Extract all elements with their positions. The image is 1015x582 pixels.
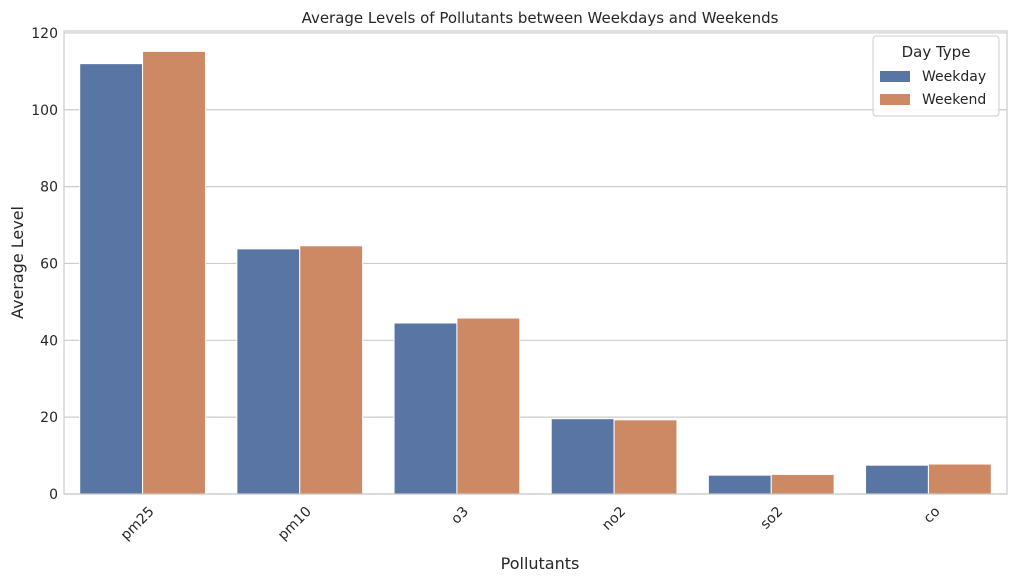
bar-weekday-pm25: [79, 63, 144, 495]
bar-weekday-so2: [707, 474, 772, 495]
bar-weekend-so2: [770, 473, 835, 495]
y-tick-label: 40: [40, 333, 58, 349]
plot-frame: [63, 30, 1008, 495]
legend-title: Day Type: [902, 43, 971, 61]
y-axis-ticks: 0 20 40 60 80 100 120: [31, 26, 58, 503]
y-tick-label: 0: [49, 487, 58, 503]
x-axis-label: Pollutants: [501, 554, 580, 573]
gridlines: [64, 32, 1007, 495]
y-tick-label: 80: [40, 180, 58, 196]
y-tick-label: 120: [31, 26, 58, 42]
bar-weekday-pm10: [236, 248, 301, 495]
x-tick-label-pm25: pm25: [118, 504, 158, 544]
bars: [79, 50, 992, 495]
y-tick-label: 20: [40, 410, 58, 426]
bar-weekend-no2: [613, 419, 678, 495]
bar-weekend-pm25: [142, 50, 206, 495]
x-tick-label-o3: o3: [448, 504, 472, 528]
legend-label-weekend: Weekend: [922, 92, 986, 108]
x-axis-ticks: pm25 pm10 o3 no2 so2 co: [118, 504, 944, 544]
bar-weekend-co: [927, 463, 992, 495]
legend-label-weekday: Weekday: [922, 69, 986, 85]
bar-weekday-o3: [393, 322, 458, 495]
legend-swatch-weekend: [880, 94, 910, 105]
bar-weekend-o3: [456, 317, 521, 495]
y-axis-label: Average Level: [8, 206, 27, 319]
legend: Day Type Weekday Weekend: [872, 35, 1000, 117]
bar-weekday-no2: [550, 418, 615, 495]
x-tick-label-no2: no2: [599, 504, 629, 534]
y-tick-label: 60: [40, 256, 58, 272]
legend-swatch-weekday: [880, 71, 910, 82]
x-tick-label-pm10: pm10: [275, 504, 315, 544]
x-tick-label-co: co: [921, 504, 944, 527]
y-tick-label: 100: [31, 103, 58, 119]
bar-weekday-co: [865, 464, 929, 495]
bar-weekend-pm10: [299, 245, 364, 495]
x-tick-label-so2: so2: [757, 504, 786, 533]
chart-title: Average Levels of Pollutants between Wee…: [302, 9, 779, 27]
